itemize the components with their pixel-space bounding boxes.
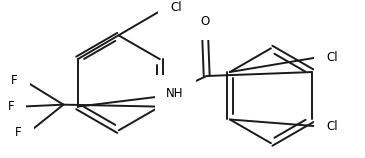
Text: NH: NH (166, 87, 184, 100)
Text: F: F (15, 126, 22, 139)
Text: Cl: Cl (326, 51, 338, 64)
Text: Cl: Cl (170, 1, 182, 14)
Text: Cl: Cl (326, 120, 338, 133)
Text: F: F (11, 74, 18, 87)
Text: O: O (200, 15, 210, 28)
Text: F: F (7, 100, 14, 113)
